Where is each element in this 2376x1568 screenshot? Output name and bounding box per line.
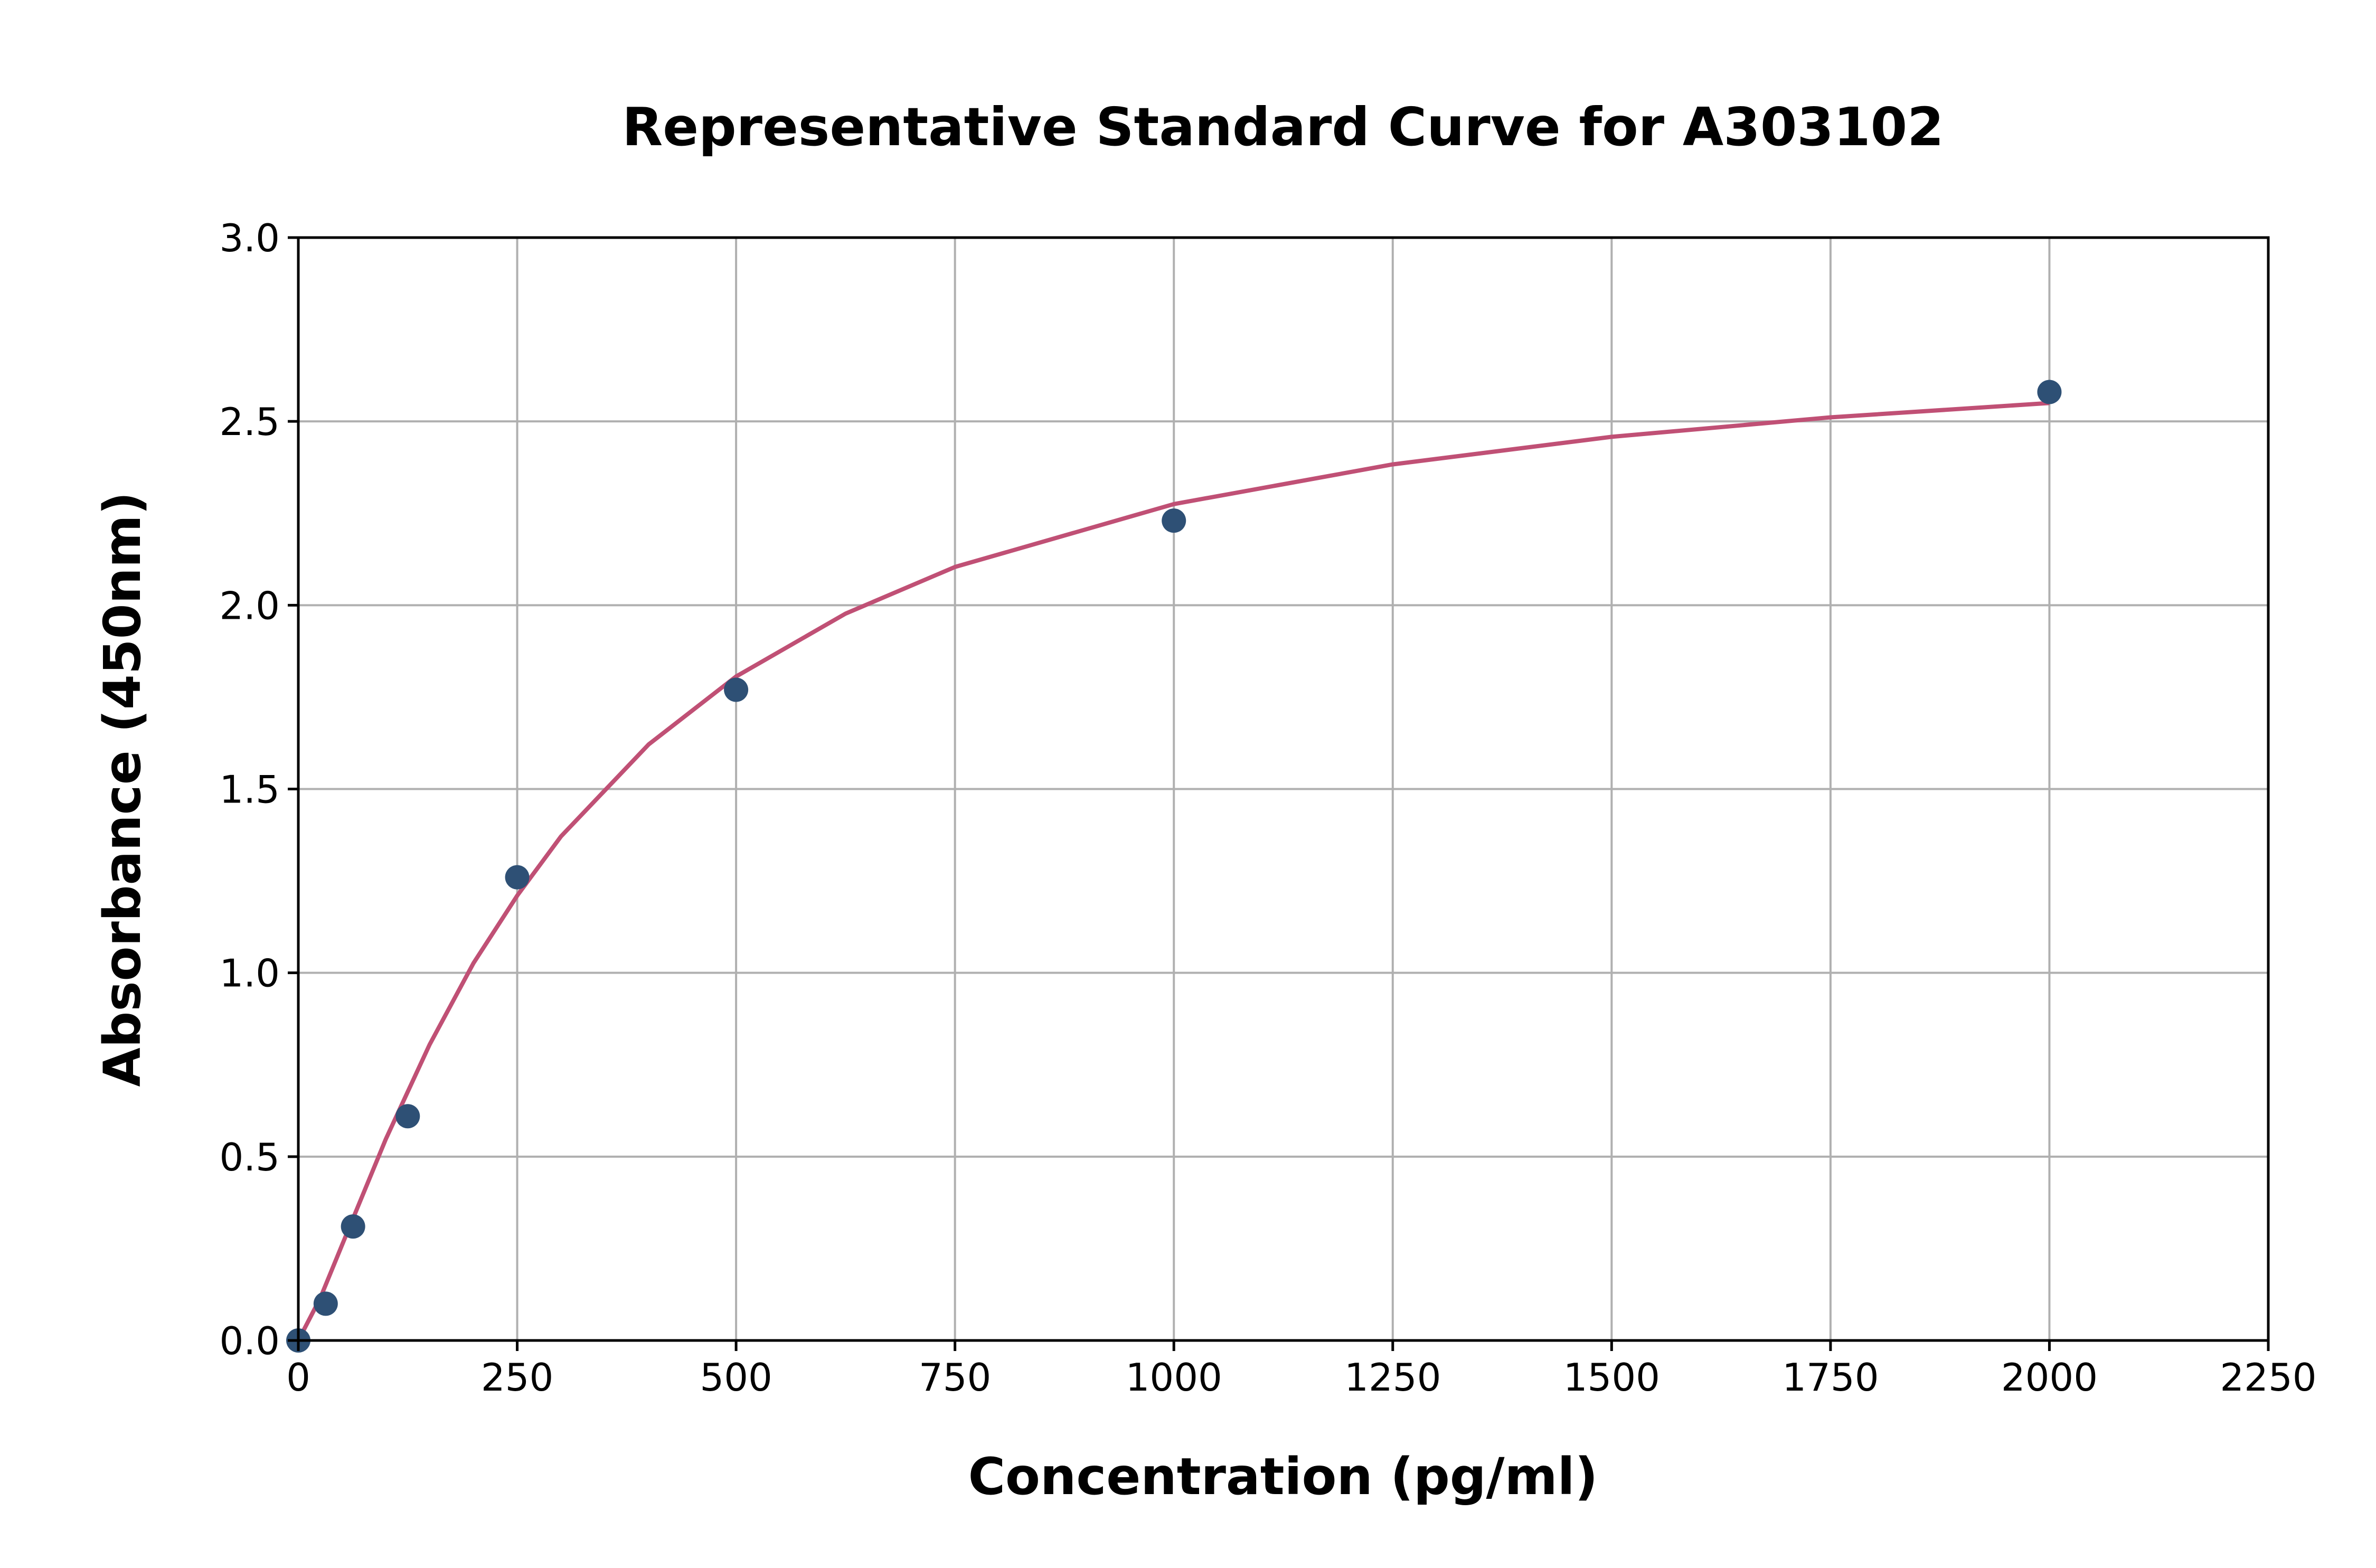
fit-curve-group (296, 401, 2050, 1342)
x-tick-label: 1000 (1126, 1355, 1222, 1400)
y-tick-label: 3.0 (219, 216, 280, 260)
x-tick-label: 0 (286, 1355, 310, 1400)
y-tick-label: 2.0 (219, 583, 280, 628)
data-point (395, 1104, 420, 1129)
y-tick-label: 1.5 (219, 768, 280, 812)
data-point (505, 865, 530, 890)
x-tick-label: 250 (481, 1355, 553, 1400)
chart-title: Representative Standard Curve for A30310… (622, 96, 1944, 158)
fit-curve-line (296, 401, 2050, 1342)
data-point (724, 677, 749, 702)
data-point (341, 1214, 365, 1239)
x-tick-label: 1250 (1344, 1355, 1441, 1400)
data-point (2037, 380, 2062, 404)
x-tick-label: 2250 (2220, 1355, 2316, 1400)
y-axis-label: Absorbance (450nm) (93, 492, 152, 1087)
x-tick-label: 500 (700, 1355, 772, 1400)
data-point (1162, 508, 1186, 533)
ticks: 0 250 500 750 1000 1250 1500 1750 2000 2250 0.0 0.5… (219, 216, 2316, 1400)
data-point (313, 1291, 338, 1316)
x-tick-label: 1750 (1782, 1355, 1879, 1400)
y-tick-label: 2.5 (219, 400, 280, 444)
x-tick-label: 2000 (2001, 1355, 2098, 1400)
x-axis-label: Concentration (pg/ml) (968, 1447, 1598, 1506)
x-tick-label: 750 (919, 1355, 991, 1400)
x-tick-label: 1500 (1563, 1355, 1660, 1400)
y-tick-label: 0.0 (219, 1319, 280, 1363)
y-tick-label: 0.5 (219, 1135, 280, 1179)
y-tick-label: 1.0 (219, 951, 280, 996)
